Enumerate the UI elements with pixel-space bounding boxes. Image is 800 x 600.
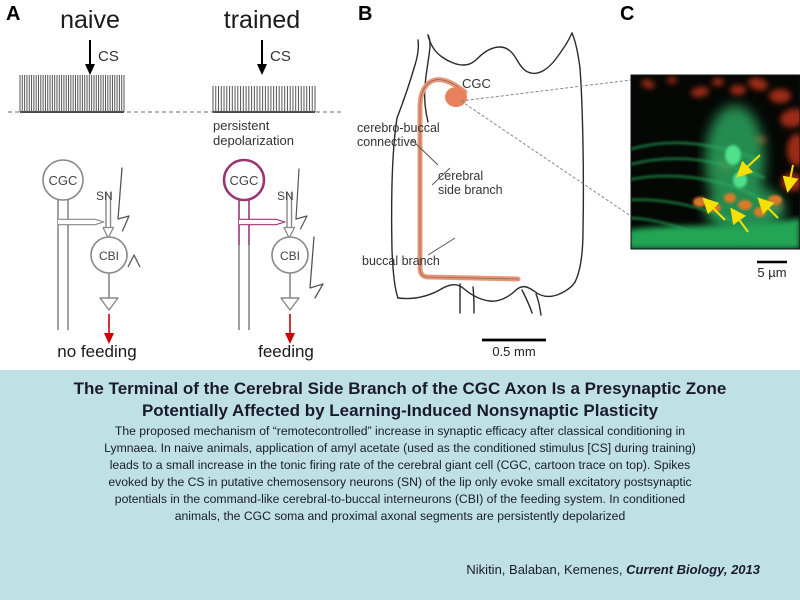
svg-text:buccal branch: buccal branch bbox=[362, 254, 440, 268]
svg-text:no feeding: no feeding bbox=[57, 342, 136, 361]
svg-text:feeding: feeding bbox=[258, 342, 314, 361]
svg-text:connective: connective bbox=[357, 135, 417, 149]
svg-text:0.5 mm: 0.5 mm bbox=[492, 344, 535, 359]
svg-text:persistent: persistent bbox=[213, 118, 270, 133]
svg-text:C: C bbox=[620, 3, 634, 25]
svg-text:CS: CS bbox=[270, 48, 291, 65]
svg-text:CS: CS bbox=[98, 48, 119, 65]
svg-text:CBI: CBI bbox=[99, 249, 119, 263]
svg-text:trained: trained bbox=[224, 6, 300, 34]
svg-text:CGC: CGC bbox=[462, 76, 491, 91]
svg-text:cerebral: cerebral bbox=[438, 169, 483, 183]
svg-text:naive: naive bbox=[60, 6, 120, 34]
svg-text:side branch: side branch bbox=[438, 183, 503, 197]
svg-text:CBI: CBI bbox=[280, 249, 300, 263]
svg-text:cerebro-buccal: cerebro-buccal bbox=[357, 121, 440, 135]
svg-text:B: B bbox=[358, 3, 372, 25]
svg-text:SN: SN bbox=[277, 189, 294, 203]
svg-text:SN: SN bbox=[96, 189, 113, 203]
svg-text:depolarization: depolarization bbox=[213, 133, 294, 148]
svg-text:5 µm: 5 µm bbox=[757, 265, 786, 280]
svg-text:A: A bbox=[6, 3, 20, 25]
svg-text:CGC: CGC bbox=[230, 173, 259, 188]
